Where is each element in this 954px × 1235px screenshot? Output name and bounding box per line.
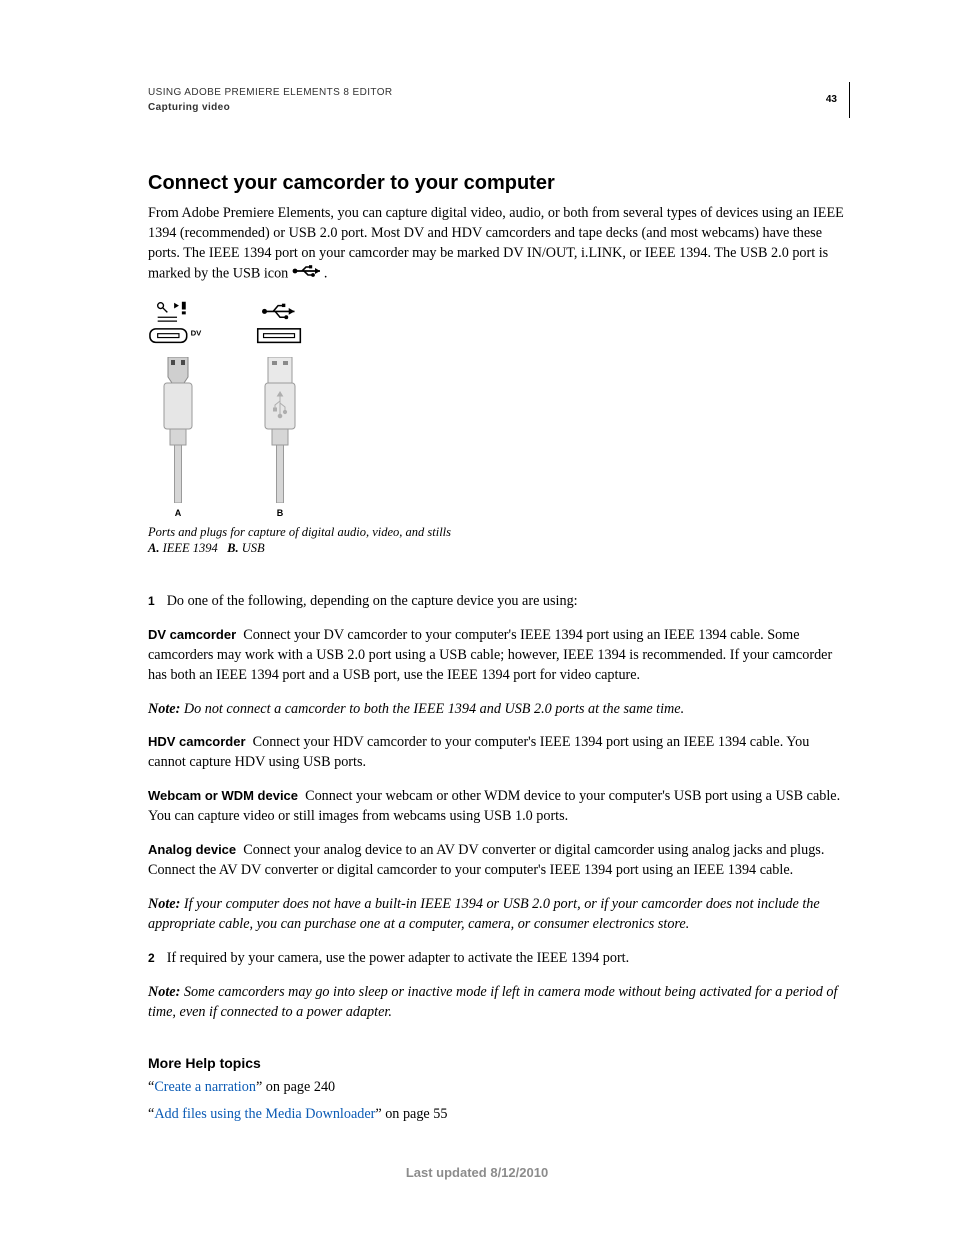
figure-label-b: B — [277, 507, 284, 520]
step-2-text: If required by your camera, use the powe… — [167, 948, 629, 969]
header-doc-title: USING ADOBE PREMIERE ELEMENTS 8 EDITOR — [148, 86, 850, 101]
step-1-number: 1 — [148, 591, 155, 612]
more-help-heading: More Help topics — [148, 1053, 850, 1073]
help-link-1[interactable]: Create a narration — [154, 1079, 256, 1095]
ieee1394-plug-icon — [148, 357, 208, 503]
figure-label-a: A — [175, 507, 182, 520]
figure-caption-a-label: A. — [148, 541, 159, 555]
note-1: Note: Do not connect a camcorder to both… — [148, 700, 850, 720]
note-2-text: If your computer does not have a built-i… — [148, 896, 820, 932]
help-link-2-tail: ” on page 55 — [375, 1106, 447, 1122]
page-number-rule — [849, 82, 850, 118]
usb-icon — [292, 264, 324, 285]
webcam-paragraph: Webcam or WDM device Connect your webcam… — [148, 787, 850, 827]
figure-caption-b-label: B. — [227, 541, 238, 555]
usb-plug-icon — [250, 357, 310, 503]
hdv-paragraph: HDV camcorder Connect your HDV camcorder… — [148, 733, 850, 773]
figure-caption-b-text: USB — [242, 541, 265, 555]
intro-tail: . — [324, 265, 328, 281]
help-link-2-line: “Add files using the Media Downloader” o… — [148, 1104, 850, 1125]
help-link-1-line: “Create a narration” on page 240 — [148, 1077, 850, 1098]
figure-caption-a-text: IEEE 1394 — [163, 541, 218, 555]
dv-paragraph: DV camcorder Connect your DV camcorder t… — [148, 626, 850, 686]
page-number: 43 — [826, 93, 837, 108]
footer-updated: Last updated 8/12/2010 — [0, 1164, 954, 1183]
note-2-label: Note: — [148, 896, 180, 912]
hdv-text: Connect your HDV camcorder to your compu… — [148, 734, 809, 770]
svg-text:DV: DV — [191, 328, 203, 337]
dv-label: DV camcorder — [148, 627, 236, 642]
step-2: 2 If required by your camera, use the po… — [148, 948, 850, 969]
section-title: Connect your camcorder to your computer — [148, 169, 850, 198]
analog-label: Analog device — [148, 842, 236, 857]
figure-caption-line1: Ports and plugs for capture of digital a… — [148, 524, 850, 541]
intro-paragraph: From Adobe Premiere Elements, you can ca… — [148, 204, 850, 285]
ieee1394-port-icon: DV — [148, 301, 208, 349]
step-1: 1 Do one of the following, depending on … — [148, 591, 850, 612]
note-1-label: Note: — [148, 701, 180, 717]
figure-col-b: B — [250, 301, 310, 520]
help-link-2[interactable]: Add files using the Media Downloader — [154, 1106, 375, 1122]
note-3-label: Note: — [148, 984, 180, 1000]
figure-col-a: DV — [148, 301, 208, 520]
figure-caption: Ports and plugs for capture of digital a… — [148, 524, 850, 558]
note-2: Note: If your computer does not have a b… — [148, 895, 850, 935]
usb-port-icon — [250, 301, 310, 349]
note-1-text: Do not connect a camcorder to both the I… — [184, 701, 684, 717]
step-2-number: 2 — [148, 948, 155, 969]
intro-text: From Adobe Premiere Elements, you can ca… — [148, 205, 844, 281]
page-number-wrap: 43 — [826, 82, 850, 118]
header-chapter: Capturing video — [148, 101, 850, 116]
analog-text: Connect your analog device to an AV DV c… — [148, 842, 824, 878]
step-1-text: Do one of the following, depending on th… — [167, 591, 578, 612]
note-3-text: Some camcorders may go into sleep or ina… — [148, 984, 837, 1020]
ports-figure: DV — [148, 301, 850, 520]
help-link-1-tail: ” on page 240 — [256, 1079, 335, 1095]
webcam-label: Webcam or WDM device — [148, 788, 298, 803]
analog-paragraph: Analog device Connect your analog device… — [148, 841, 850, 881]
dv-text: Connect your DV camcorder to your comput… — [148, 627, 832, 683]
note-3: Note: Some camcorders may go into sleep … — [148, 983, 850, 1023]
hdv-label: HDV camcorder — [148, 734, 246, 749]
